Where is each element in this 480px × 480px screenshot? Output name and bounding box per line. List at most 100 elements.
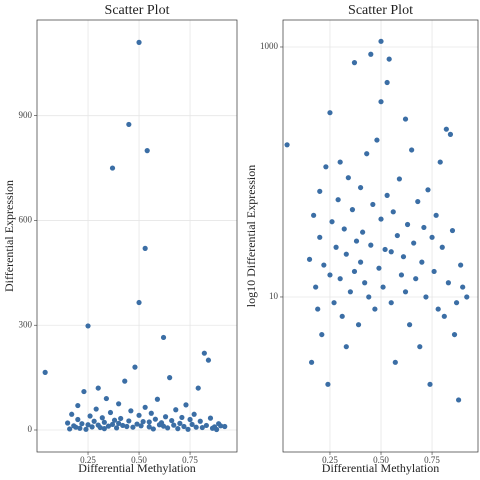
point	[42, 369, 48, 375]
point	[118, 415, 124, 422]
point	[368, 51, 374, 57]
point	[325, 381, 331, 387]
point	[167, 375, 173, 381]
point	[392, 359, 398, 365]
point	[343, 344, 349, 350]
point	[317, 188, 323, 194]
point	[357, 184, 364, 191]
point	[105, 423, 112, 429]
point	[362, 280, 368, 286]
point	[313, 284, 319, 290]
point	[402, 289, 409, 295]
point	[148, 410, 154, 416]
point	[128, 408, 134, 414]
point	[353, 238, 360, 244]
point	[339, 313, 345, 319]
point	[142, 245, 148, 251]
point	[427, 381, 433, 387]
point	[191, 411, 197, 417]
point	[171, 422, 177, 428]
point	[441, 313, 447, 319]
chart-title: Scatter Plot	[348, 3, 413, 18]
chart-title: Scatter Plot	[105, 3, 170, 18]
point	[402, 116, 409, 122]
point	[390, 209, 396, 215]
point	[195, 385, 201, 391]
point	[360, 229, 366, 235]
point	[73, 424, 79, 430]
point	[384, 192, 390, 198]
point	[132, 364, 138, 370]
point	[443, 126, 449, 132]
point	[67, 426, 73, 432]
point	[160, 423, 167, 429]
point	[201, 350, 207, 356]
point	[366, 294, 372, 300]
point	[396, 176, 402, 182]
point	[382, 246, 388, 253]
point	[406, 322, 413, 328]
point	[345, 175, 351, 181]
point	[368, 242, 374, 248]
point	[421, 224, 427, 231]
point	[335, 197, 341, 203]
point	[370, 201, 376, 208]
point	[140, 419, 146, 425]
point	[433, 212, 439, 218]
point	[218, 423, 224, 429]
y-tick-label: 10	[269, 291, 279, 301]
point	[154, 396, 161, 402]
y-axis-label: log10 Differential Expression	[244, 165, 258, 307]
point	[193, 424, 199, 430]
point	[347, 289, 353, 295]
point	[113, 425, 120, 431]
point	[173, 407, 179, 413]
point	[136, 39, 142, 45]
point	[91, 418, 97, 424]
point	[337, 159, 343, 165]
point	[189, 421, 195, 428]
point	[447, 131, 454, 137]
point	[439, 244, 445, 250]
point	[109, 165, 116, 171]
point	[122, 378, 128, 384]
point	[331, 300, 337, 306]
point	[351, 268, 358, 275]
point	[411, 240, 417, 246]
point	[327, 110, 333, 116]
x-tick-label: 0.75	[182, 455, 198, 465]
point	[130, 424, 136, 430]
point	[162, 414, 169, 420]
point	[308, 359, 315, 365]
point	[107, 409, 114, 416]
point	[380, 284, 386, 290]
point	[417, 344, 423, 350]
point	[95, 385, 101, 391]
point	[181, 423, 187, 430]
x-tick-label: 0.25	[322, 455, 338, 465]
point	[97, 424, 103, 431]
point	[81, 388, 87, 395]
point	[311, 212, 317, 218]
point	[319, 331, 325, 338]
point	[435, 306, 441, 312]
point	[116, 401, 122, 407]
point	[93, 406, 99, 412]
point	[126, 121, 132, 128]
x-axis-label: Differential Methylation	[78, 461, 195, 475]
point	[419, 259, 425, 265]
point	[460, 284, 466, 290]
point	[146, 424, 152, 430]
y-tick-label: 900	[19, 110, 33, 120]
point	[456, 397, 462, 403]
point	[101, 426, 107, 432]
point	[315, 306, 321, 312]
point	[222, 423, 228, 430]
point	[136, 299, 142, 306]
point	[453, 300, 460, 306]
point	[83, 426, 89, 432]
point	[183, 402, 189, 408]
point	[109, 421, 116, 428]
point	[376, 265, 382, 271]
point	[400, 254, 407, 260]
